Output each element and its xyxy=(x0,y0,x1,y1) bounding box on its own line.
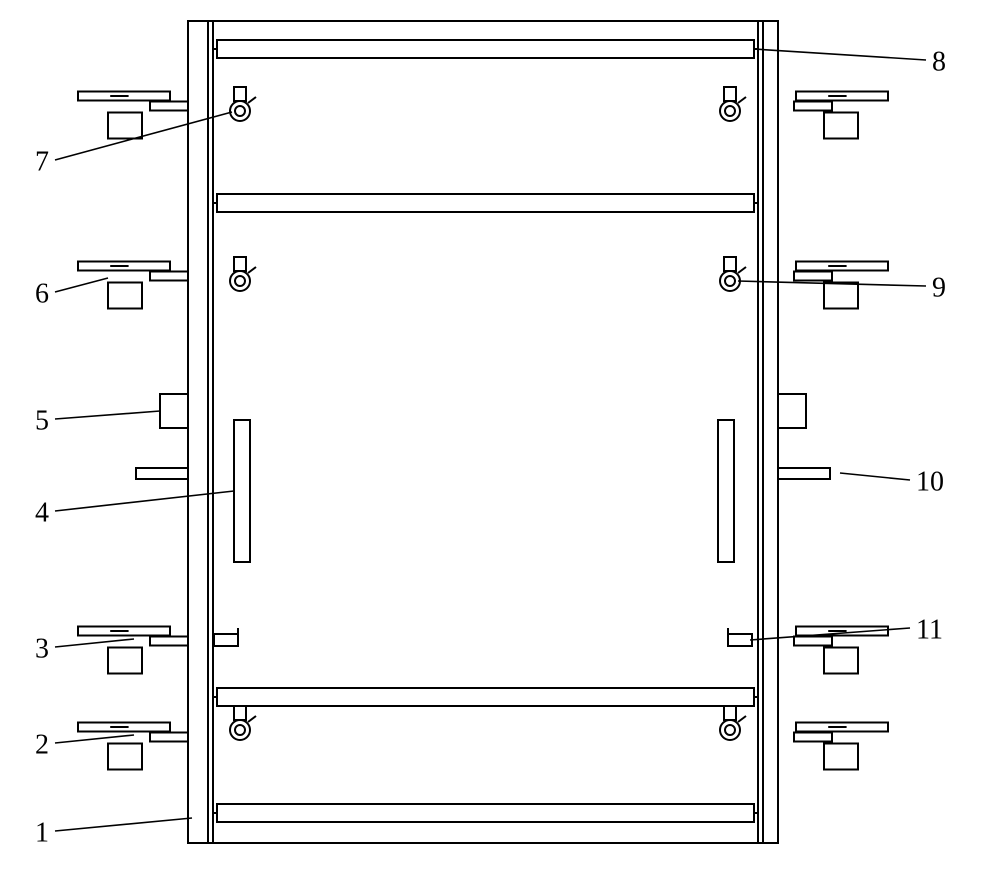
callout-label-3: 3 xyxy=(35,633,49,664)
callout-label-11: 11 xyxy=(916,614,943,645)
callout-label-4: 4 xyxy=(35,497,49,528)
callout-label-5: 5 xyxy=(35,405,49,436)
callout-label-2: 2 xyxy=(35,729,49,760)
callout-label-10: 10 xyxy=(916,466,944,497)
callout-label-9: 9 xyxy=(932,272,946,303)
diagram-svg: 1 2 3 4 5 6 7 8 9 10 11 xyxy=(0,0,1000,871)
callout-label-1: 1 xyxy=(35,817,49,848)
callout-label-7: 7 xyxy=(35,146,49,177)
callout-label-8: 8 xyxy=(932,46,946,77)
callout-label-6: 6 xyxy=(35,278,49,309)
figure-stage: 1 2 3 4 5 6 7 8 9 10 11 xyxy=(0,0,1000,871)
